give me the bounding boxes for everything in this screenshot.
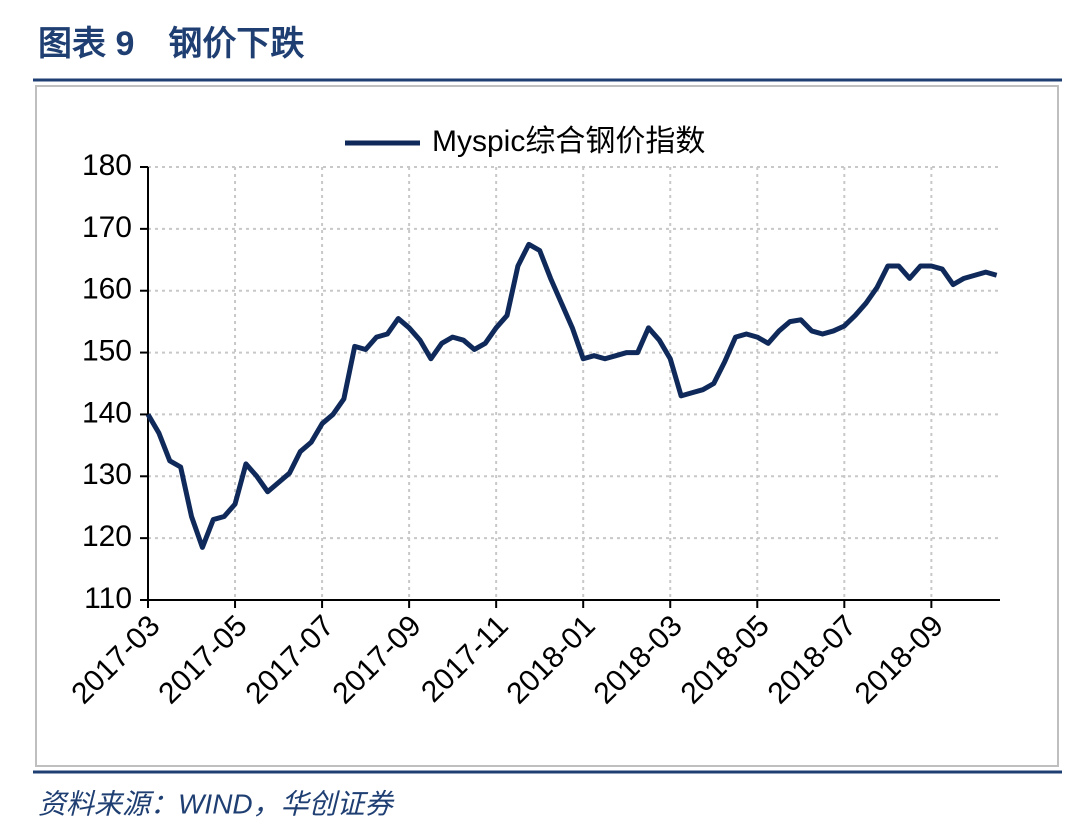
x-tick-label: 2017-03 — [65, 609, 166, 710]
y-tick-label: 160 — [82, 273, 132, 306]
y-tick-label: 110 — [84, 582, 132, 615]
y-tick-label: 150 — [82, 334, 132, 367]
x-tick-label: 2017-05 — [152, 609, 253, 710]
chart-title: 图表 9 钢价下跌 — [38, 25, 304, 63]
y-tick-label: 120 — [82, 520, 132, 553]
x-tick-label: 2018-05 — [675, 609, 776, 710]
x-tick-label: 2017-07 — [239, 609, 340, 710]
y-tick-label: 170 — [82, 211, 132, 244]
line-series — [145, 241, 998, 550]
chart-frame — [35, 85, 1059, 767]
y-tick-label: 180 — [82, 149, 132, 182]
x-tick-label: 2018-01 — [501, 609, 602, 710]
y-tick-label: 130 — [82, 458, 132, 491]
x-tick-label: 2018-07 — [762, 609, 863, 710]
x-tick-label: 2017-09 — [326, 609, 427, 710]
x-tick-label: 2017-11 — [415, 609, 515, 709]
legend-label: Myspic综合钢价指数 — [432, 125, 705, 158]
y-tick-label: 140 — [82, 396, 132, 429]
x-tick-label: 2018-09 — [849, 609, 950, 710]
x-tick-label: 2018-03 — [588, 609, 689, 710]
source: 资料来源：WIND，华创证券 — [38, 788, 395, 819]
